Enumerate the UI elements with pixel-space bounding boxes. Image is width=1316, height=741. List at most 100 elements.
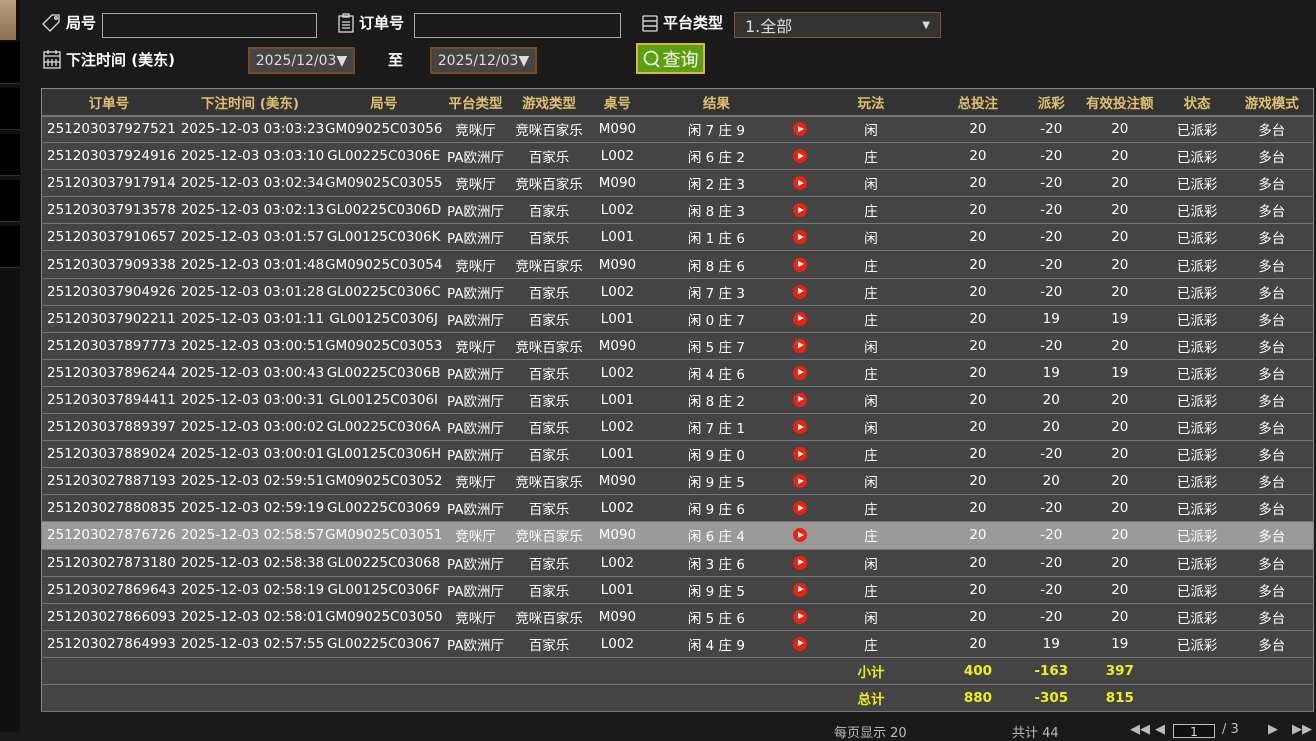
table-row[interactable]: 251203037894411 2025-12-03 03:00:31 GL0012… bbox=[41, 386, 1314, 415]
play-video-icon[interactable] bbox=[793, 149, 808, 164]
table-row[interactable]: 251203037896244 2025-12-03 03:00:43 GL0022… bbox=[41, 359, 1314, 387]
table-row[interactable]: 251203027880835 2025-12-03 02:59:19 GL0022… bbox=[41, 494, 1314, 523]
prev-page-button[interactable]: ◀ bbox=[1155, 722, 1165, 737]
sidebar-item[interactable] bbox=[0, 88, 20, 130]
replay-cell[interactable] bbox=[788, 576, 813, 604]
last-page-button[interactable]: ▶▶ bbox=[1292, 722, 1312, 737]
table-row[interactable]: 251203027864993 2025-12-03 02:57:55 GL0022… bbox=[41, 630, 1314, 658]
replay-cell[interactable] bbox=[788, 250, 813, 279]
replay-cell[interactable] bbox=[788, 467, 813, 496]
replay-cell[interactable] bbox=[788, 115, 813, 144]
search-icon bbox=[643, 50, 660, 68]
round-id: GM09025C03053 bbox=[324, 332, 444, 360]
result: 闲 9 庄 0 bbox=[644, 440, 789, 469]
play-video-icon[interactable] bbox=[793, 447, 808, 462]
replay-cell[interactable] bbox=[788, 549, 813, 577]
table-row[interactable]: 251203037904926 2025-12-03 03:01:28 GL0022… bbox=[41, 278, 1314, 306]
replay-cell[interactable] bbox=[788, 521, 813, 550]
valid-bet: 20 bbox=[1075, 250, 1164, 279]
play-video-icon[interactable] bbox=[793, 176, 808, 191]
play-video-icon[interactable] bbox=[793, 284, 808, 299]
game-type: 百家乐 bbox=[507, 223, 591, 252]
next-page-button[interactable]: ▶ bbox=[1268, 722, 1278, 737]
round-id: GM09025C03055 bbox=[324, 169, 444, 198]
order-id: 251203037917914 bbox=[41, 169, 176, 198]
sidebar-item[interactable] bbox=[0, 42, 20, 84]
play-video-icon[interactable] bbox=[793, 365, 808, 380]
replay-cell[interactable] bbox=[788, 440, 813, 469]
result: 闲 8 庄 6 bbox=[644, 250, 789, 279]
play-video-icon[interactable] bbox=[793, 257, 808, 272]
result: 闲 6 庄 2 bbox=[644, 142, 789, 171]
replay-cell[interactable] bbox=[788, 332, 813, 360]
play-video-icon[interactable] bbox=[793, 528, 808, 543]
page-input[interactable]: 1 bbox=[1173, 724, 1215, 739]
column-header: 游戏类型 bbox=[507, 88, 591, 117]
order-input[interactable] bbox=[414, 13, 621, 38]
play-video-icon[interactable] bbox=[793, 122, 808, 137]
bet-time: 2025-12-03 03:00:01 bbox=[175, 440, 325, 469]
replay-cell[interactable] bbox=[788, 142, 813, 171]
table-row[interactable]: 251203037927521 2025-12-03 03:03:23 GM0902… bbox=[41, 115, 1314, 144]
replay-cell[interactable] bbox=[788, 386, 813, 415]
replay-cell[interactable] bbox=[788, 305, 813, 333]
table-row[interactable]: 251203037889397 2025-12-03 03:00:02 GL0022… bbox=[41, 413, 1314, 442]
replay-cell[interactable] bbox=[788, 359, 813, 387]
table-row[interactable]: 251203027866093 2025-12-03 02:58:01 GM0902… bbox=[41, 603, 1314, 631]
table-row[interactable]: 251203037902211 2025-12-03 03:01:11 GL0012… bbox=[41, 305, 1314, 333]
search-button[interactable]: 查询 bbox=[636, 43, 705, 74]
play-video-icon[interactable] bbox=[793, 311, 808, 326]
server-icon bbox=[642, 14, 658, 32]
play-video-icon[interactable] bbox=[793, 636, 808, 651]
table-row[interactable]: 251203037913578 2025-12-03 03:02:13 GL0022… bbox=[41, 196, 1314, 225]
table-row[interactable]: 251203037917914 2025-12-03 03:02:34 GM0902… bbox=[41, 169, 1314, 198]
play-video-icon[interactable] bbox=[793, 555, 808, 570]
play-video-icon[interactable] bbox=[793, 203, 808, 218]
game-mode: 多台 bbox=[1230, 223, 1314, 252]
table-row[interactable]: 251203027876726 2025-12-03 02:58:57 GM0902… bbox=[41, 521, 1314, 550]
play-video-icon[interactable] bbox=[793, 392, 808, 407]
total-bet: 20 bbox=[929, 630, 1027, 658]
total-bet: 20 bbox=[929, 413, 1027, 442]
spacer bbox=[1163, 684, 1314, 713]
replay-cell[interactable] bbox=[788, 278, 813, 306]
sidebar-item[interactable] bbox=[0, 134, 20, 176]
replay-cell[interactable] bbox=[788, 630, 813, 658]
bet-option: 庄 bbox=[812, 494, 930, 523]
sidebar-item[interactable] bbox=[0, 226, 20, 268]
table-row[interactable]: 251203037909338 2025-12-03 03:01:48 GM0902… bbox=[41, 250, 1314, 279]
play-video-icon[interactable] bbox=[793, 609, 808, 624]
subtotal-bet: 400 bbox=[929, 657, 1027, 685]
table-row[interactable]: 251203027869643 2025-12-03 02:58:19 GL0012… bbox=[41, 576, 1314, 604]
total-bet: 20 bbox=[929, 494, 1027, 523]
round-input[interactable] bbox=[102, 13, 317, 38]
valid-bet: 20 bbox=[1075, 603, 1164, 631]
table-row[interactable]: 251203027887193 2025-12-03 02:59:51 GM0902… bbox=[41, 467, 1314, 496]
play-video-icon[interactable] bbox=[793, 230, 808, 245]
play-video-icon[interactable] bbox=[793, 582, 808, 597]
platform-select[interactable]: 1.全部 ▼ bbox=[734, 12, 941, 38]
table-row[interactable]: 251203037924916 2025-12-03 03:03:10 GL0022… bbox=[41, 142, 1314, 171]
date-from-picker[interactable]: 2025/12/03▼ bbox=[248, 47, 355, 74]
table-row[interactable]: 251203037897773 2025-12-03 03:00:51 GM0902… bbox=[41, 332, 1314, 360]
replay-cell[interactable] bbox=[788, 413, 813, 442]
subtotal-valid: 397 bbox=[1075, 657, 1164, 685]
replay-cell[interactable] bbox=[788, 196, 813, 225]
table-row[interactable]: 251203027873180 2025-12-03 02:58:38 GL0022… bbox=[41, 549, 1314, 577]
table-row[interactable]: 251203037889024 2025-12-03 03:00:01 GL0012… bbox=[41, 440, 1314, 469]
play-video-icon[interactable] bbox=[793, 501, 808, 516]
play-video-icon[interactable] bbox=[793, 420, 808, 435]
sidebar-item[interactable] bbox=[0, 180, 20, 222]
replay-cell[interactable] bbox=[788, 494, 813, 523]
date-to-picker[interactable]: 2025/12/03▼ bbox=[430, 47, 537, 74]
payout: 20 bbox=[1026, 467, 1076, 496]
play-video-icon[interactable] bbox=[793, 338, 808, 353]
replay-cell[interactable] bbox=[788, 169, 813, 198]
play-video-icon[interactable] bbox=[793, 474, 808, 489]
replay-cell[interactable] bbox=[788, 223, 813, 252]
bet-option: 庄 bbox=[812, 196, 930, 225]
table-no: L002 bbox=[590, 413, 645, 442]
table-row[interactable]: 251203037910657 2025-12-03 03:01:57 GL0012… bbox=[41, 223, 1314, 252]
first-page-button[interactable]: ◀◀ bbox=[1130, 722, 1150, 737]
replay-cell[interactable] bbox=[788, 603, 813, 631]
